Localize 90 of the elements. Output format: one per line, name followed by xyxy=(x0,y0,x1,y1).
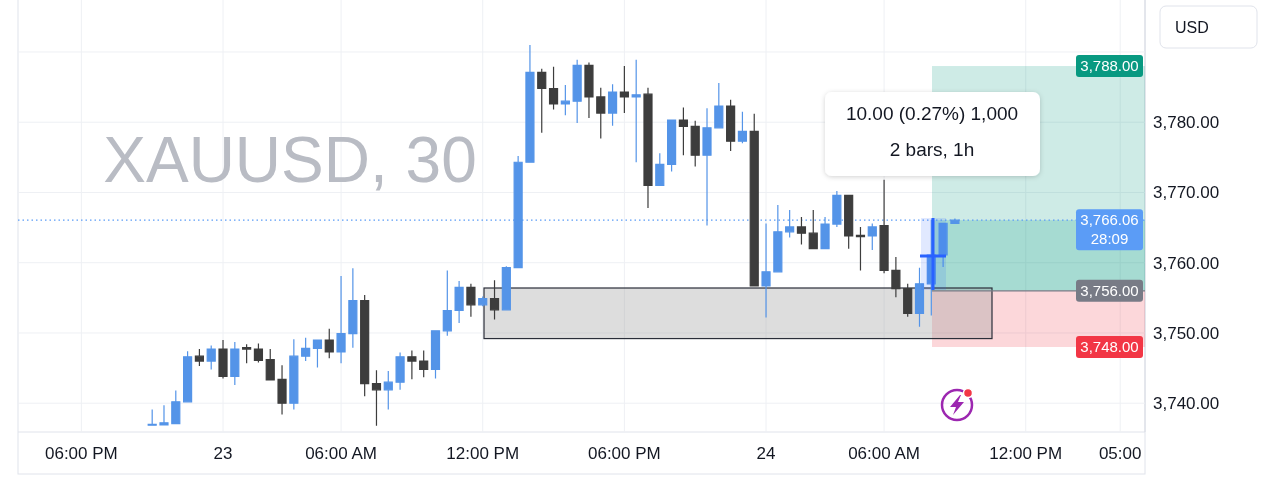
candlestick xyxy=(371,369,382,427)
candlestick xyxy=(242,343,252,364)
candlestick xyxy=(667,119,677,172)
candlestick xyxy=(407,349,417,380)
candlestick xyxy=(230,341,240,386)
candlestick xyxy=(891,256,901,298)
text: XAUUSD, 30 xyxy=(103,124,477,197)
candlestick xyxy=(560,84,570,116)
candlestick xyxy=(749,113,759,288)
candlestick xyxy=(501,265,511,311)
candlestick xyxy=(702,107,712,227)
candlestick xyxy=(478,295,488,307)
candlestick xyxy=(360,294,370,397)
candlestick xyxy=(808,209,818,250)
y-tick-label: 3,780.00 xyxy=(1153,113,1220,133)
candlestick xyxy=(194,348,205,367)
candlestick xyxy=(324,328,334,359)
y-tick-label: 3,750.00 xyxy=(1153,323,1220,343)
candlestick xyxy=(820,216,830,250)
candlestick xyxy=(619,65,629,114)
candlestick xyxy=(714,82,724,129)
candlestick xyxy=(832,190,842,228)
y-tick-label: 3,770.00 xyxy=(1153,183,1220,203)
candlestick xyxy=(395,352,405,391)
candlestick xyxy=(938,222,948,268)
x-tick-label: 23 xyxy=(213,443,233,463)
candlestick xyxy=(312,339,323,368)
candlestick xyxy=(265,348,275,381)
candlestick xyxy=(785,209,795,239)
x-tick-label: 12:00 PM xyxy=(989,443,1063,463)
candlestick xyxy=(903,283,913,318)
candlestick xyxy=(513,155,523,269)
candlestick xyxy=(301,337,311,362)
candlestick xyxy=(844,194,854,250)
candlestick xyxy=(383,370,393,411)
candlestick xyxy=(525,44,535,163)
candlestick xyxy=(442,269,452,337)
candlestick xyxy=(277,364,287,416)
annotation: 2 bars, 1h xyxy=(889,138,975,160)
candlestick xyxy=(773,204,783,273)
candlestick xyxy=(678,106,688,156)
candlestick xyxy=(336,275,346,364)
candlestick xyxy=(454,280,464,324)
candlestick xyxy=(289,338,299,411)
candlestick xyxy=(253,342,264,364)
x-tick-label: 06:00 PM xyxy=(588,443,661,463)
x-tick-label: 12:00 PM xyxy=(446,443,520,463)
candlestick xyxy=(867,222,877,251)
candlestick xyxy=(489,279,500,321)
x-tick-label: 06:00 AM xyxy=(848,443,920,463)
candlestick xyxy=(879,179,889,274)
candlestick xyxy=(572,59,582,124)
candlestick xyxy=(430,329,441,380)
candlestick xyxy=(643,87,653,209)
x-tick-label: 24 xyxy=(756,443,776,463)
ref-line-label: 3,756.00 xyxy=(1080,282,1139,300)
x-tick-label: 06:00 PM xyxy=(44,443,118,463)
y-axis-title: USD xyxy=(1175,18,1209,36)
candlestick xyxy=(537,68,547,134)
candlestick xyxy=(726,99,736,152)
candlestick xyxy=(607,83,618,127)
candlestick xyxy=(466,283,476,318)
y-tick-label: 3,760.00 xyxy=(1153,253,1220,273)
candlestick xyxy=(584,61,594,119)
candlestick xyxy=(596,87,606,139)
band-label: 3,748.00 xyxy=(1080,338,1139,356)
candlestick xyxy=(737,111,748,144)
x-tick-label: 06:00 AM xyxy=(305,443,377,463)
annotation: 10.00 (0.27%) 1,000 xyxy=(845,102,1019,124)
candlestick xyxy=(655,152,665,187)
candlestick xyxy=(761,222,771,319)
candlestick xyxy=(419,349,429,378)
candlestick xyxy=(218,339,228,380)
candlestick xyxy=(183,350,193,403)
candlestick xyxy=(159,404,169,426)
x-tick-label: 05:00 xyxy=(1098,443,1142,463)
candlestick xyxy=(796,216,807,246)
candlestick xyxy=(914,267,925,328)
ref-line-label: 3,766.06 28:09 xyxy=(1080,211,1139,248)
candlestick xyxy=(631,59,641,163)
y-tick-label: 3,740.00 xyxy=(1153,394,1220,414)
candlestick xyxy=(147,408,157,426)
candlestick xyxy=(548,66,559,111)
candlestick xyxy=(206,345,216,371)
candlestick xyxy=(171,389,181,425)
candlestick xyxy=(348,267,358,349)
candlestick xyxy=(690,120,700,168)
band-label: 3,788.00 xyxy=(1080,57,1139,75)
candlestick xyxy=(855,226,866,272)
candlestick xyxy=(950,217,960,224)
